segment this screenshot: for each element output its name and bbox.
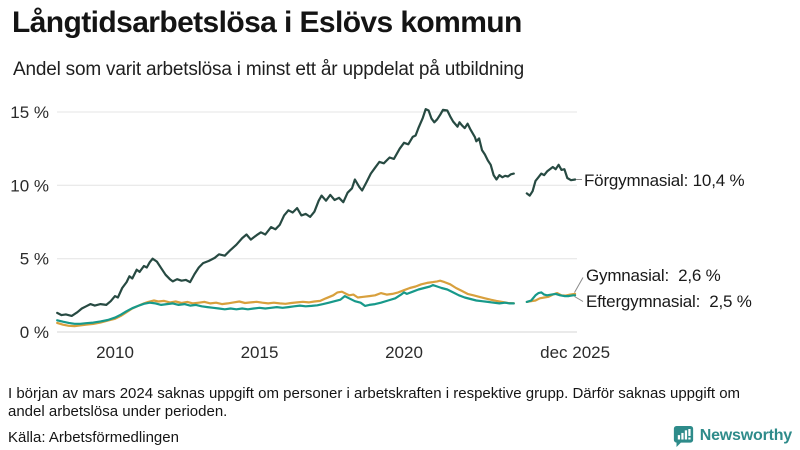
line-chart: 0 % 5 % 10 % 15 % 2010 2015 2020 dec 2025 [10,103,610,362]
x-tick-label: 2015 [241,343,279,362]
newsworthy-logo-icon [673,425,693,447]
newsworthy-wordmark: Newsworthy [699,427,792,444]
y-tick-label: 5 % [20,250,49,269]
y-tick-label: 10 % [10,176,49,195]
x-tick-label: dec 2025 [540,343,610,362]
newsworthy-brand: Newsworthy [673,425,792,447]
series-label-forgymnasial: Förgymnasial: 10,4 % [584,171,745,190]
series-label-gymnasial: Gymnasial: 2,6 % [586,266,721,285]
label-leader-line [574,277,584,293]
label-leader-line [574,296,584,302]
series-line-eftergymnasial [56,284,577,325]
source-label: Källa: Arbetsförmedlingen [8,429,179,446]
y-tick-label: 15 % [10,103,49,122]
page-title: Långtidsarbetslösa i Eslövs kommun [12,6,522,39]
x-tick-label: 2010 [96,343,134,362]
footnote: I början av mars 2024 saknas uppgift om … [8,385,741,421]
x-tick-label: 2020 [385,343,423,362]
series-line-forgymnasial [56,108,577,317]
page-subtitle: Andel som varit arbetslösa i minst ett å… [13,59,525,80]
y-tick-label: 0 % [20,323,49,342]
series-label-eftergymnasial: Eftergymnasial: 2,5 % [586,292,752,311]
